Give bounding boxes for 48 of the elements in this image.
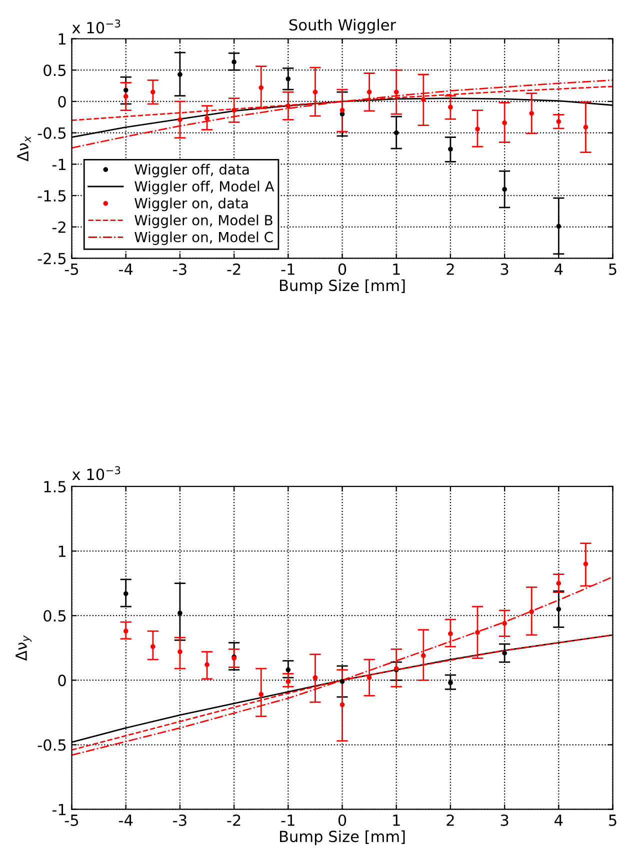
x-tick-label: -1 <box>281 814 294 826</box>
legend-label: Wiggler on, Model B <box>134 214 272 228</box>
x-tick-label: 2 <box>446 814 454 826</box>
y-tick-label: 0.5 <box>44 610 66 622</box>
y-tick-label: -0.5 <box>38 127 66 139</box>
x-tick-label: 5 <box>609 814 616 826</box>
x-tick-label: 2 <box>446 263 454 275</box>
x-tick-label: 0 <box>338 814 346 826</box>
x-tick-label: -1 <box>281 264 294 275</box>
text: x 10$^{−3}$ <box>72 19 120 34</box>
x-tick-label: 1 <box>393 814 400 826</box>
x-tick-label: -3 <box>173 263 186 275</box>
y-axis-title: Δν$_{y}$ <box>16 635 32 661</box>
y-tick-label: -2.5 <box>38 252 66 264</box>
legend-label: Wiggler on, data <box>134 198 248 212</box>
y-tick-label: -1.5 <box>38 190 66 202</box>
y-tick-label: 0.5 <box>44 64 66 76</box>
legend-label: Wiggler off, data <box>134 164 249 178</box>
y-tick-label: -2 <box>52 221 66 233</box>
y-tick-label: 0 <box>58 674 66 686</box>
x-tick-label: 4 <box>554 264 563 275</box>
y-tick-label: 1.5 <box>44 481 66 492</box>
x-axis-title: Bump Size [mm] <box>280 830 405 846</box>
y-tick-label: -1 <box>52 804 66 816</box>
y-tick-label: -1 <box>52 158 66 170</box>
x-tick-label: -5 <box>64 814 78 826</box>
y-axis-title: Δν$_{x}$ <box>17 136 31 162</box>
text: x 10$^{−3}$ <box>72 466 120 480</box>
legend-label: Wiggler off, Model A <box>134 180 274 194</box>
x-tick-label: 3 <box>500 263 508 275</box>
legend-label: Wiggler on, Model C <box>134 232 273 245</box>
y-tick-label: 1 <box>58 546 66 557</box>
x-tick-label: 0 <box>338 263 346 275</box>
x-tick-label: -2 <box>227 814 240 826</box>
x-tick-label: -5 <box>64 264 78 275</box>
chart-title: South Wiggler <box>289 18 396 34</box>
x-tick-label: 3 <box>500 814 508 826</box>
x-tick-label: -2 <box>227 263 240 275</box>
x-tick-label: -4 <box>118 814 133 826</box>
y-tick-label: 1 <box>58 33 66 45</box>
x-tick-label: -4 <box>118 264 133 275</box>
x-axis-title: Bump Size [mm] <box>280 279 405 294</box>
x-tick-label: -3 <box>173 814 186 826</box>
x-tick-label: 5 <box>609 264 616 275</box>
y-tick-label: 0 <box>58 96 66 108</box>
y-tick-label: -0.5 <box>38 739 66 751</box>
x-tick-label: 4 <box>554 814 563 826</box>
x-tick-label: 1 <box>393 264 400 275</box>
